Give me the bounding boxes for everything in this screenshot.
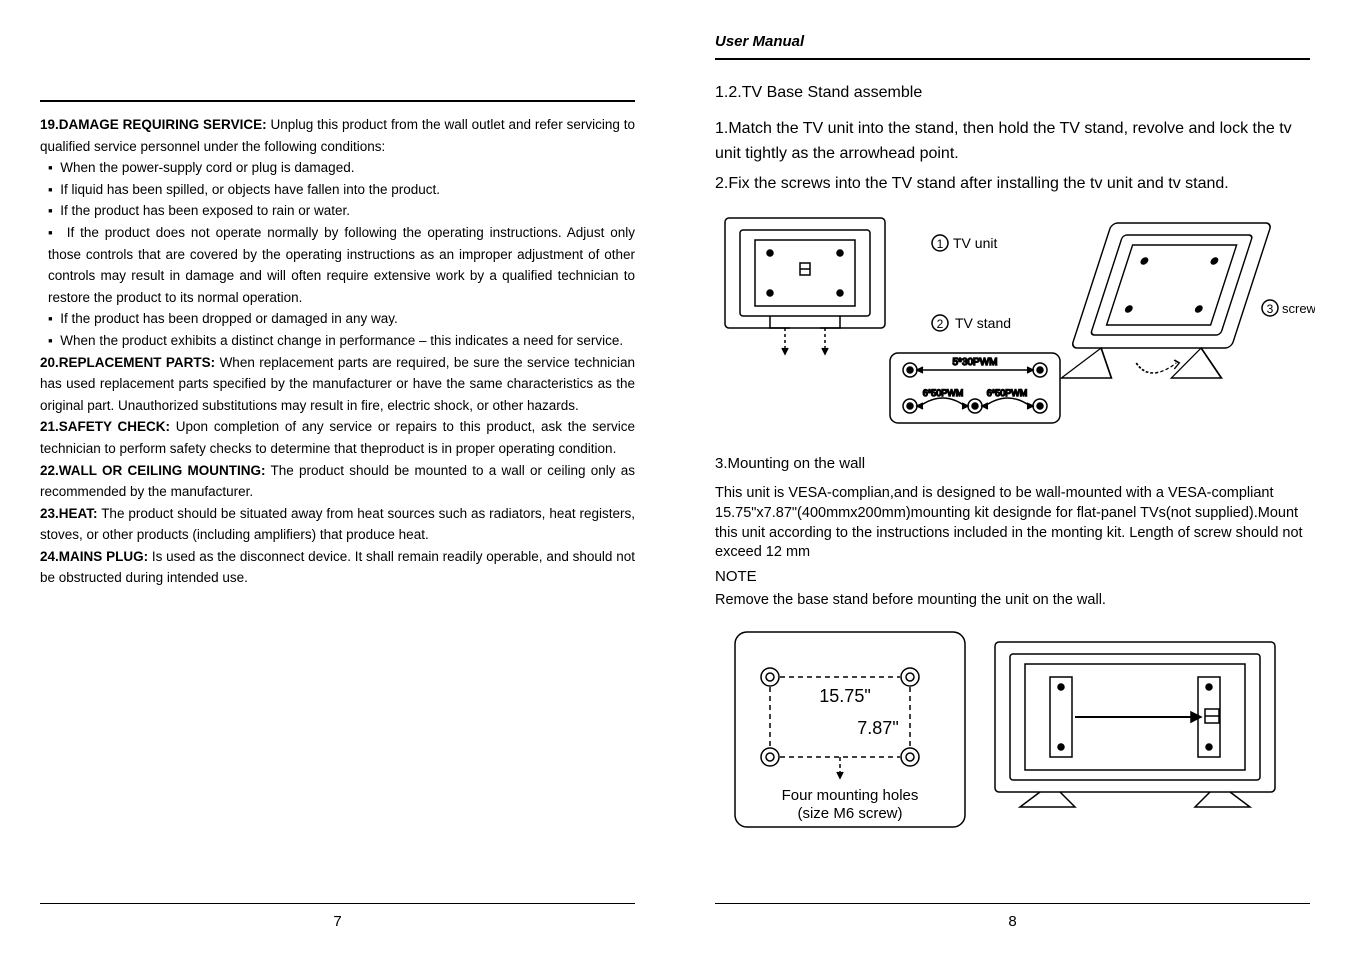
dim-height: 7.87": [857, 718, 898, 738]
step-1: 1.Match the TV unit into the stand, then…: [715, 116, 1310, 167]
num: 23.: [40, 506, 59, 521]
circ2: 2: [937, 317, 944, 331]
bullet-2: ▪ If liquid has been spilled, or objects…: [48, 179, 635, 201]
item-21: 21.SAFETY CHECK: Upon completion of any …: [40, 416, 635, 459]
text: If the product has been exposed to rain …: [60, 203, 350, 218]
bullet-5: ▪ If the product has been dropped or dam…: [48, 308, 635, 330]
item-20: 20.REPLACEMENT PARTS: When replacement p…: [40, 352, 635, 417]
header-title: User Manual: [715, 30, 1310, 54]
circ1: 1: [937, 237, 944, 251]
num: 20.: [40, 355, 59, 370]
title: WALL OR CEILING MOUNTING:: [59, 463, 266, 478]
rule-top-right: [715, 58, 1310, 60]
title: REPLACEMENT PARTS:: [59, 355, 215, 370]
diagram-assembly: 1 TV unit 2 TV stand 5*30PWM: [715, 208, 1310, 438]
item-23: 23.HEAT: The product should be situated …: [40, 503, 635, 546]
bullet-4: ▪ If the product does not operate normal…: [48, 222, 635, 308]
label-tv-stand: 2 TV stand: [932, 315, 1011, 331]
diagram-mounting: 15.75" 7.87" Four mounting holes (size M…: [715, 622, 1310, 832]
assembly-svg: 1 TV unit 2 TV stand 5*30PWM: [715, 208, 1315, 438]
stand-screws-icon: 5*30PWM 6*50PWM 6*50PWM: [890, 353, 1060, 423]
text: If the product does not operate normally…: [48, 225, 635, 305]
section-1-title: 1.2.TV Base Stand assemble: [715, 80, 1310, 106]
item-24: 24.MAINS PLUG: Is used as the disconnect…: [40, 546, 635, 589]
text: If the product has been dropped or damag…: [60, 311, 397, 326]
title: MAINS PLUG:: [59, 549, 148, 564]
caption-1: Four mounting holes: [782, 787, 919, 804]
num: 22.: [40, 463, 59, 478]
screw-label-3: 6*50PWM: [987, 388, 1028, 398]
page-left: 19.DAMAGE REQUIRING SERVICE: Unplug this…: [0, 0, 675, 954]
item-19: 19.DAMAGE REQUIRING SERVICE: Unplug this…: [40, 114, 635, 157]
wall-mount-text: This unit is VESA-complian,and is design…: [715, 484, 1310, 562]
text: When the power-supply cord or plug is da…: [60, 160, 354, 175]
caption-2: (size M6 screw): [797, 805, 902, 822]
page-number-right: 8: [715, 904, 1310, 934]
page-right: User Manual 1.2.TV Base Stand assemble 1…: [675, 0, 1350, 954]
title: DAMAGE REQUIRING SERVICE:: [59, 117, 267, 132]
text: When the product exhibits a distinct cha…: [60, 333, 623, 348]
num: 21.: [40, 419, 59, 434]
screw-label-1: 5*30PWM: [952, 357, 997, 368]
left-body: 19.DAMAGE REQUIRING SERVICE: Unplug this…: [40, 114, 635, 589]
note-label: NOTE: [715, 565, 1310, 589]
text: The product should be situated away from…: [40, 506, 635, 543]
tv-tilted-icon: [1061, 223, 1271, 378]
tv-unit-label: TV unit: [953, 235, 997, 251]
num: 24.: [40, 549, 59, 564]
screws-label: screws: [1282, 301, 1315, 316]
item-22: 22.WALL OR CEILING MOUNTING: The product…: [40, 460, 635, 503]
tv-back-bracket-icon: [995, 642, 1275, 807]
section-2-title: 3.Mounting on the wall: [715, 452, 1310, 476]
bullet-6: ▪ When the product exhibits a distinct c…: [48, 330, 635, 352]
step-2: 2.Fix the screws into the TV stand after…: [715, 171, 1310, 197]
rule-top-left: [40, 100, 635, 102]
screw-label-2: 6*50PWM: [923, 388, 964, 398]
tv-back-icon: [725, 218, 885, 354]
dim-width: 15.75": [819, 686, 870, 706]
note-text: Remove the base stand before mounting th…: [715, 589, 1310, 612]
label-tv-unit: 1 TV unit: [932, 235, 997, 251]
title: SAFETY CHECK:: [59, 419, 170, 434]
circ3: 3: [1267, 302, 1274, 316]
stand-label: TV stand: [955, 315, 1011, 331]
mounting-svg: 15.75" 7.87" Four mounting holes (size M…: [715, 622, 1315, 832]
title: HEAT:: [59, 506, 98, 521]
bullet-3: ▪ If the product has been exposed to rai…: [48, 200, 635, 222]
bullet-1: ▪ When the power-supply cord or plug is …: [48, 157, 635, 179]
label-screws: 3 screws: [1262, 300, 1315, 316]
page-number-left: 7: [40, 904, 635, 934]
num: 19.: [40, 117, 59, 132]
text: If liquid has been spilled, or objects h…: [60, 182, 440, 197]
